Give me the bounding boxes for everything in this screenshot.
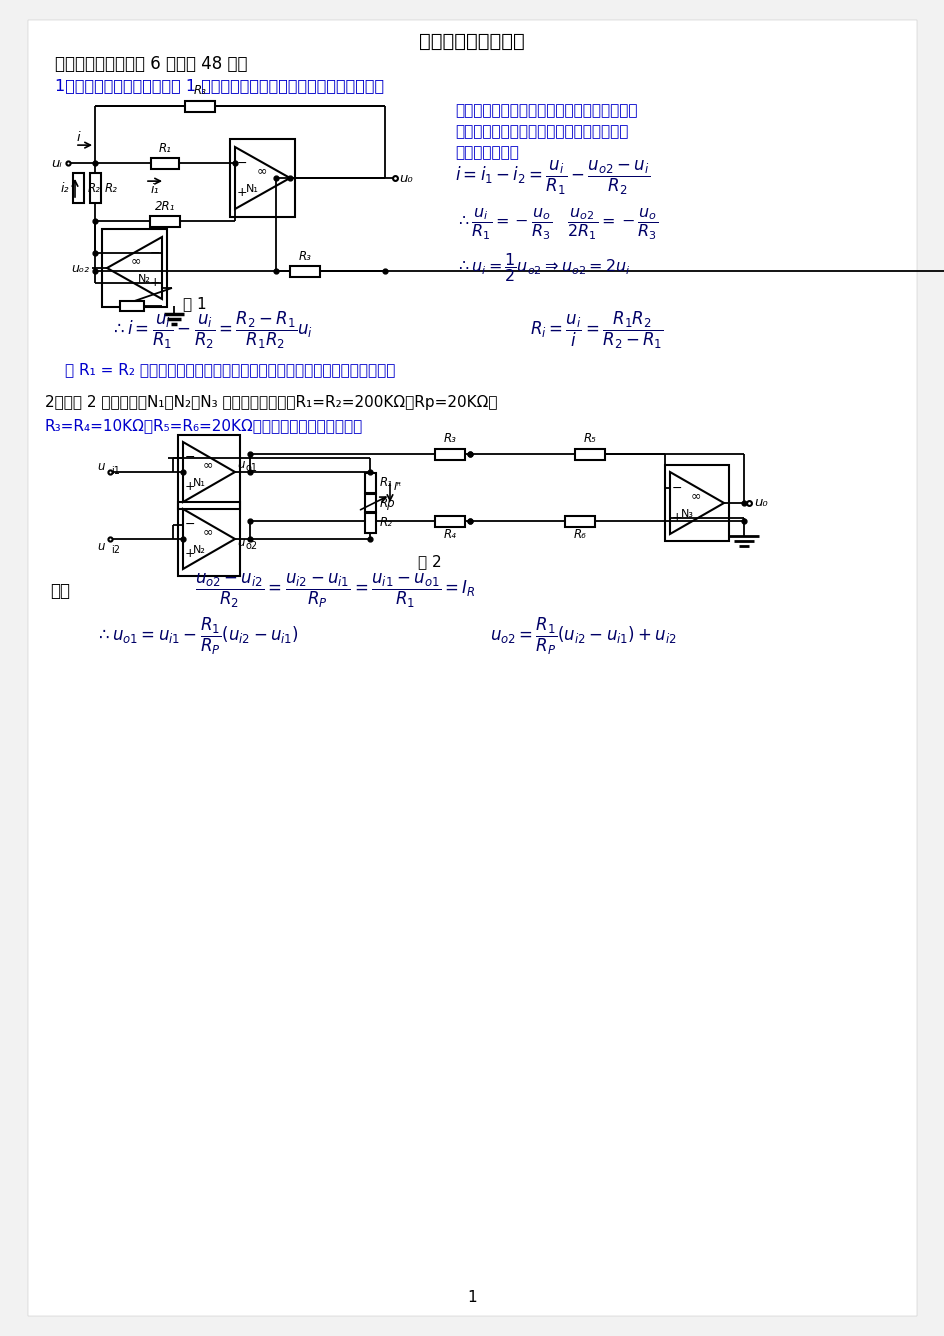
Text: ∞: ∞ <box>256 164 266 178</box>
Text: R₃: R₃ <box>194 84 206 98</box>
Text: 解：: 解： <box>50 582 70 600</box>
Text: R₃=R₄=10KΩ，R₅=R₆=20KΩ，试求该电路的差模增益。: R₃=R₄=10KΩ，R₅=R₆=20KΩ，试求该电路的差模增益。 <box>45 418 362 433</box>
Text: +: + <box>149 277 160 290</box>
Bar <box>185 100 215 111</box>
Polygon shape <box>107 236 161 299</box>
Bar <box>177 436 240 509</box>
Text: 答：自举电路是利用反馈使电阻两端等电位，: 答：自举电路是利用反馈使电阻两端等电位， <box>454 103 637 119</box>
Text: u: u <box>237 457 244 470</box>
Text: R₅: R₅ <box>583 433 596 445</box>
Text: 1、什么是自举电路？说明图 1 所示电路是如何提高放大器的输入阻抗的？: 1、什么是自举电路？说明图 1 所示电路是如何提高放大器的输入阻抗的？ <box>55 79 383 94</box>
Text: 一、简答题（每小题 6 分，共 48 分）: 一、简答题（每小题 6 分，共 48 分） <box>55 55 247 73</box>
Text: $\therefore u_i = \dfrac{1}{2} u_{o2} \Rightarrow u_{o2} = 2u_i$: $\therefore u_i = \dfrac{1}{2} u_{o2} \R… <box>454 251 630 285</box>
Text: −: − <box>149 247 160 259</box>
Text: N₂: N₂ <box>193 545 206 554</box>
Text: N₁: N₁ <box>245 184 259 194</box>
Text: $\dfrac{u_{o2} - u_{i2}}{R_2} = \dfrac{u_{i2} - u_{i1}}{R_P} = \dfrac{u_{i1} - u: $\dfrac{u_{o2} - u_{i2}}{R_2} = \dfrac{u… <box>194 572 475 611</box>
Text: i₁: i₁ <box>151 183 160 195</box>
Text: uₒ₂: uₒ₂ <box>71 262 89 274</box>
Polygon shape <box>669 472 723 534</box>
Text: −: − <box>185 518 195 532</box>
Text: u₀: u₀ <box>398 171 413 184</box>
Text: R₁: R₁ <box>379 477 392 489</box>
Bar <box>364 473 375 493</box>
Text: i2: i2 <box>110 545 120 554</box>
Text: uᵢ: uᵢ <box>51 156 62 170</box>
Bar <box>364 513 375 533</box>
Text: i₂: i₂ <box>60 182 69 195</box>
Text: 图 1: 图 1 <box>183 297 207 311</box>
Polygon shape <box>235 147 290 208</box>
Text: R₂: R₂ <box>105 182 117 195</box>
Text: R₂: R₂ <box>88 182 100 195</box>
Bar <box>120 301 143 311</box>
Text: 图 2: 图 2 <box>418 554 442 569</box>
Text: ∞: ∞ <box>690 489 700 502</box>
Bar <box>665 465 728 541</box>
Text: 2R₁: 2R₁ <box>155 199 175 212</box>
Bar <box>364 494 375 512</box>
Text: N₃: N₃ <box>680 509 693 520</box>
Text: N₂: N₂ <box>138 274 151 285</box>
Text: $\therefore u_{o1} = u_{i1} - \dfrac{R_1}{R_P}(u_{i2} - u_{i1})$: $\therefore u_{o1} = u_{i1} - \dfrac{R_1… <box>95 616 298 656</box>
Text: R₄: R₄ <box>443 529 456 541</box>
Text: −: − <box>237 156 247 170</box>
Text: $R_i = \dfrac{u_i}{i} = \dfrac{R_1 R_2}{R_2 - R_1}$: $R_i = \dfrac{u_i}{i} = \dfrac{R_1 R_2}{… <box>530 310 663 350</box>
Text: 天大期末试题二答案: 天大期末试题二答案 <box>419 32 524 51</box>
Bar <box>151 158 178 168</box>
Text: Rp: Rp <box>379 497 395 509</box>
Text: i: i <box>76 131 79 143</box>
Text: −: − <box>671 481 682 494</box>
Text: 2、如图 2 所示电路，N₁、N₂、N₃ 工作在理想状态，R₁=R₂=200KΩ，Rp=20KΩ，: 2、如图 2 所示电路，N₁、N₂、N₃ 工作在理想状态，R₁=R₂=200KΩ… <box>45 395 497 410</box>
Text: o2: o2 <box>244 541 257 550</box>
Text: o1: o1 <box>244 464 257 473</box>
Bar <box>73 172 83 203</box>
Text: $\therefore \dfrac{u_i}{R_1} = -\dfrac{u_o}{R_3} \quad \dfrac{u_{o2}}{2R_1} = -\: $\therefore \dfrac{u_i}{R_1} = -\dfrac{u… <box>454 206 658 242</box>
Bar <box>565 516 595 526</box>
Polygon shape <box>183 509 235 569</box>
Bar <box>290 266 320 277</box>
Text: u₀: u₀ <box>753 497 767 509</box>
Text: R₂: R₂ <box>379 517 392 529</box>
Text: ∞: ∞ <box>203 458 213 472</box>
Text: ∞: ∞ <box>130 254 141 267</box>
Text: Iᴿ: Iᴿ <box>394 482 402 492</box>
Polygon shape <box>183 442 235 502</box>
Text: $i = i_1 - i_2 = \dfrac{u_i}{R_1} - \dfrac{u_{o2} - u_i}{R_2}$: $i = i_1 - i_2 = \dfrac{u_i}{R_1} - \dfr… <box>454 159 649 198</box>
Bar <box>434 516 464 526</box>
Text: +: + <box>671 512 682 524</box>
Text: ∞: ∞ <box>203 525 213 538</box>
Text: R₁: R₁ <box>159 142 171 155</box>
Bar <box>229 139 295 216</box>
Bar <box>434 449 464 460</box>
Text: +: + <box>184 480 195 493</box>
Text: i1: i1 <box>110 466 120 476</box>
Text: u: u <box>97 461 105 473</box>
Text: R₃: R₃ <box>298 250 312 262</box>
Text: N₁: N₁ <box>193 478 206 488</box>
Text: R₆: R₆ <box>573 529 586 541</box>
Text: R₃: R₃ <box>443 433 456 445</box>
Bar <box>177 502 240 576</box>
Bar <box>102 228 167 307</box>
Bar <box>574 449 604 460</box>
Text: $\therefore i = \dfrac{u_i}{R_1} - \dfrac{u_i}{R_2} = \dfrac{R_2 - R_1}{R_1 R_2}: $\therefore i = \dfrac{u_i}{R_1} - \dfra… <box>110 310 312 350</box>
Text: 大的一种电路。: 大的一种电路。 <box>454 146 518 160</box>
Bar <box>90 172 100 203</box>
Text: −: − <box>185 452 195 464</box>
Text: 减少向输出回路索取电流，而使输入阻抗增: 减少向输出回路索取电流，而使输入阻抗增 <box>454 124 628 139</box>
Text: u: u <box>97 540 105 553</box>
Text: 1: 1 <box>466 1291 477 1305</box>
Text: +: + <box>236 187 247 199</box>
Text: +: + <box>184 546 195 560</box>
Bar <box>150 215 179 227</box>
Text: 当 R₁ = R₂ 时，输入回路阻抗无穷大，达到了提高放大器输入阻抗的目的。: 当 R₁ = R₂ 时，输入回路阻抗无穷大，达到了提高放大器输入阻抗的目的。 <box>65 362 395 378</box>
Text: $u_{o2} = \dfrac{R_1}{R_P}(u_{i2} - u_{i1}) + u_{i2}$: $u_{o2} = \dfrac{R_1}{R_P}(u_{i2} - u_{i… <box>490 616 676 656</box>
Text: u: u <box>237 536 244 549</box>
